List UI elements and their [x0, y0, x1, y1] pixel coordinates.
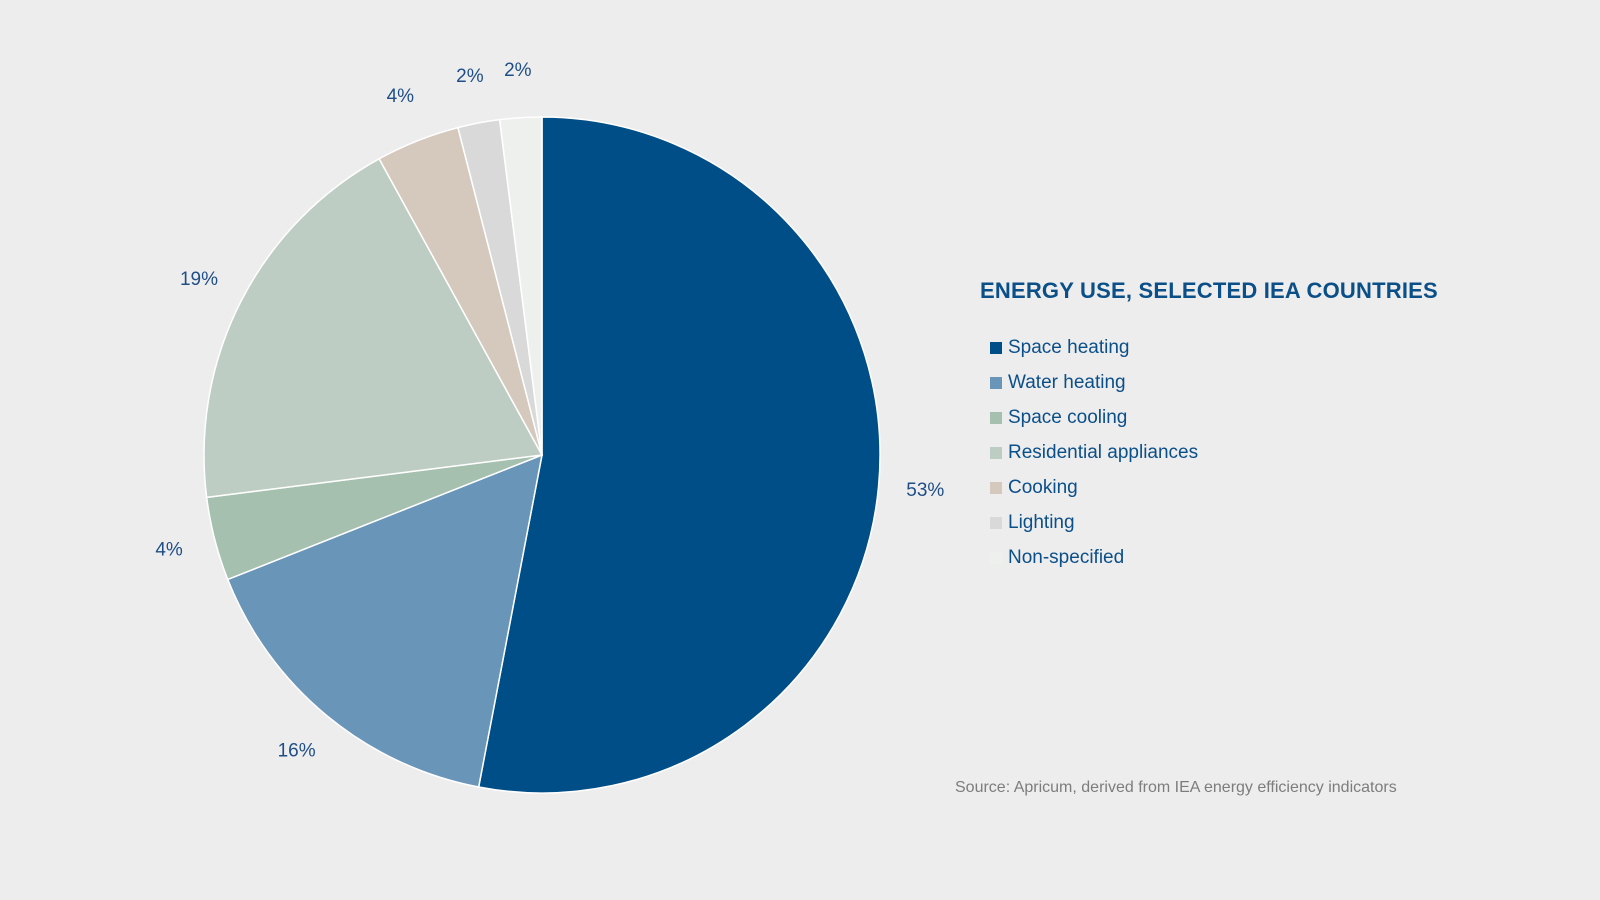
legend-label: Residential appliances — [1008, 441, 1199, 463]
data-label-lighting: 2% — [456, 66, 484, 87]
legend-swatch — [990, 376, 1002, 389]
legend-item-space-cooling: Space cooling — [990, 400, 1198, 435]
data-label-non-specified: 2% — [504, 60, 532, 81]
pie-slice-residential-appliances — [203, 157, 544, 499]
legend-swatch — [990, 446, 1002, 459]
legend-label: Lighting — [1008, 511, 1075, 533]
pie-slice-water-heating — [226, 453, 543, 788]
legend-label: Cooking — [1008, 476, 1078, 498]
legend: Space heating Water heating Space coolin… — [990, 330, 1198, 575]
legend-swatch — [990, 411, 1002, 424]
legend-label: Space heating — [1008, 336, 1130, 358]
legend-item-non-specified: Non-specified — [990, 540, 1198, 575]
chart-title: ENERGY USE, SELECTED IEA COUNTRIES — [980, 278, 1438, 303]
data-label-cooking: 4% — [387, 86, 415, 107]
source-note: Source: Apricum, derived from IEA energy… — [955, 779, 1397, 796]
legend-item-water-heating: Water heating — [990, 365, 1198, 400]
legend-swatch — [990, 341, 1002, 354]
legend-item-lighting: Lighting — [990, 505, 1198, 540]
legend-label: Water heating — [1008, 371, 1126, 393]
legend-swatch — [990, 551, 1002, 564]
legend-item-residential-appliances: Residential appliances — [990, 435, 1198, 470]
pie-slice-space-heating — [477, 116, 881, 794]
legend-label: Non-specified — [1008, 546, 1125, 568]
legend-item-space-heating: Space heating — [990, 330, 1198, 365]
data-label-space-heating: 53% — [906, 480, 944, 501]
data-label-water-heating: 16% — [278, 741, 316, 762]
pie-chart: 53% 16% 4% 19% 4% 2% 2% — [155, 60, 944, 794]
data-label-space-cooling: 4% — [155, 540, 183, 561]
legend-swatch — [990, 516, 1002, 529]
data-label-residential-appliances: 19% — [180, 269, 218, 290]
legend-item-cooking: Cooking — [990, 470, 1198, 505]
legend-label: Space cooling — [1008, 406, 1128, 428]
legend-swatch — [990, 481, 1002, 494]
pie-slice-non-specified — [498, 116, 543, 456]
